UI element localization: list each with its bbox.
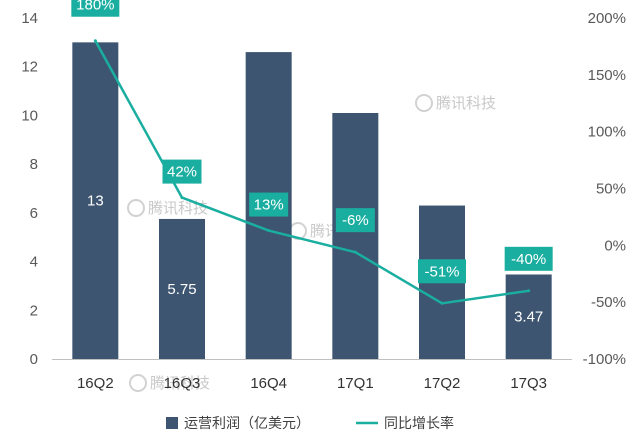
line-point (267, 229, 271, 233)
legend-line-label: 同比增长率 (384, 415, 454, 432)
right-tick-label: 50% (596, 181, 626, 198)
bar-labels: 13 5.75 3.47 (87, 193, 543, 326)
pct-label-box (249, 192, 289, 217)
bar-value-label: 13 (87, 193, 104, 210)
legend: 运营利润（亿美元） 同比增长率 (166, 415, 454, 432)
pct-label: 42% (167, 164, 197, 181)
watermark-text: 腾讯科技 (150, 374, 210, 392)
pct-label: -40% (511, 251, 546, 268)
category-label: 16Q3 (164, 375, 201, 392)
left-tick-label: 6 (30, 205, 38, 222)
pct-label: -6% (342, 212, 369, 229)
right-tick-label: 100% (588, 124, 626, 141)
category-labels: 16Q2 16Q3 16Q4 17Q1 17Q2 17Q3 (77, 375, 547, 392)
pct-label: -51% (424, 263, 459, 280)
category-label: 16Q4 (250, 375, 287, 392)
category-label: 17Q2 (424, 375, 461, 392)
line-point (353, 250, 357, 254)
pct-label-box (162, 159, 202, 184)
line-point (180, 196, 184, 200)
watermark-text: 腾讯科技 (148, 199, 208, 217)
pct-label: 180% (76, 0, 114, 14)
watermark-text: 腾讯科技 (436, 94, 496, 112)
pct-label-box (71, 0, 120, 17)
line-point (440, 301, 444, 305)
category-label: 17Q3 (510, 375, 547, 392)
pct-label: 13% (254, 197, 284, 214)
left-tick-label: 2 (30, 302, 38, 319)
left-tick-label: 14 (21, 10, 38, 27)
left-tick-label: 12 (21, 59, 38, 76)
left-tick-label: 10 (21, 107, 38, 124)
left-axis: 0 2 4 6 8 10 12 14 (21, 10, 38, 368)
left-tick-label: 4 (30, 254, 38, 271)
watermark-icon (129, 374, 147, 392)
pct-label-box (418, 259, 466, 284)
pct-label-box (335, 208, 375, 233)
bar (505, 274, 552, 359)
legend-bar-swatch (166, 417, 178, 429)
bar-series (72, 42, 552, 359)
category-label: 17Q1 (337, 375, 374, 392)
bar-value-label: 5.75 (167, 281, 196, 298)
bar (159, 218, 205, 359)
category-label: 16Q2 (77, 375, 114, 392)
line-point (527, 289, 531, 293)
right-axis: -100% -50% 0% 50% 100% 150% 200% (583, 10, 626, 368)
left-tick-label: 0 (30, 351, 38, 368)
watermark-icon (127, 199, 145, 217)
right-tick-label: 150% (588, 67, 626, 84)
left-tick-label: 8 (30, 156, 38, 173)
line-point (93, 39, 97, 43)
pct-label-box (504, 246, 553, 271)
bar (332, 112, 379, 359)
pct-labels: 180% 42% 13% -6% -51% -40% (71, 0, 553, 284)
watermark-icon (415, 94, 433, 112)
bar (72, 42, 119, 359)
right-tick-label: 200% (588, 10, 626, 27)
right-tick-label: 0% (604, 237, 626, 254)
right-tick-label: -50% (591, 294, 626, 311)
legend-bar-label: 运营利润（亿美元） (184, 416, 310, 432)
bar-value-label: 3.47 (514, 309, 543, 326)
right-tick-label: -100% (583, 351, 626, 368)
